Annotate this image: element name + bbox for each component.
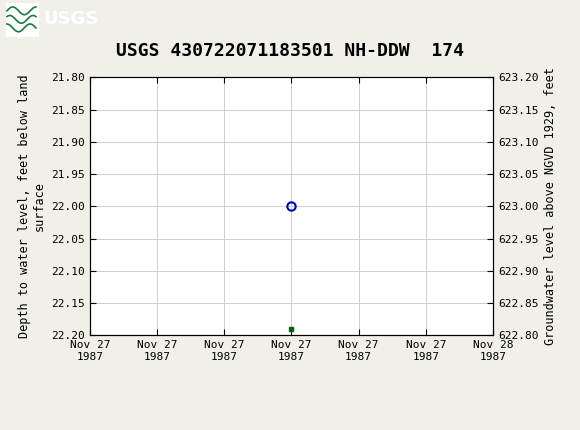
Bar bbox=[6, 3, 38, 36]
Text: USGS: USGS bbox=[44, 10, 99, 28]
Text: USGS 430722071183501 NH-DDW  174: USGS 430722071183501 NH-DDW 174 bbox=[116, 42, 464, 60]
Y-axis label: Groundwater level above NGVD 1929, feet: Groundwater level above NGVD 1929, feet bbox=[544, 68, 557, 345]
Legend: Period of approved data: Period of approved data bbox=[188, 428, 394, 430]
Y-axis label: Depth to water level, feet below land
surface: Depth to water level, feet below land su… bbox=[18, 74, 46, 338]
